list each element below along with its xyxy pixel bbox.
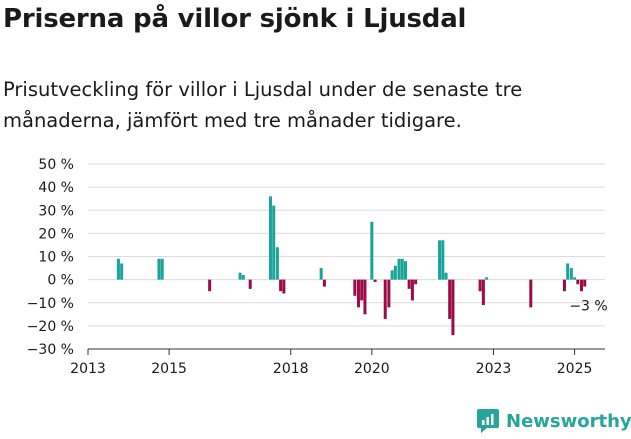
bar xyxy=(238,272,242,280)
bar xyxy=(383,279,387,319)
bar-chart: 50 % 40 % 30 % 20 % 10 % 0 % −10 % −20 % −30 % 2… xyxy=(27,157,608,377)
bar xyxy=(157,258,161,280)
bar xyxy=(562,279,566,292)
bar xyxy=(397,258,401,280)
newsworthy-logo-icon xyxy=(477,409,499,433)
bar xyxy=(387,279,391,308)
bar xyxy=(393,265,397,280)
bar xyxy=(481,279,485,306)
bar xyxy=(319,268,323,280)
y-tick-label: 50 % xyxy=(38,157,74,173)
x-tick-label: 2015 xyxy=(151,361,187,377)
bar xyxy=(356,279,360,308)
x-axis: 2013 2015 2018 2020 2023 2025 xyxy=(70,348,605,377)
bar xyxy=(279,279,283,292)
chart-title: Priserna på villor sjönk i Ljusdal xyxy=(3,4,467,34)
bar xyxy=(407,279,411,289)
bar xyxy=(370,221,374,280)
bar xyxy=(579,279,583,292)
bar xyxy=(410,279,414,301)
bar xyxy=(438,240,442,280)
bar xyxy=(566,263,570,280)
bar xyxy=(272,205,276,280)
bar xyxy=(573,277,577,280)
bar xyxy=(448,279,452,319)
y-tick-label: 10 % xyxy=(38,250,74,266)
bar xyxy=(268,196,272,280)
y-tick-label: 30 % xyxy=(38,203,74,219)
x-tick-label: 2020 xyxy=(354,361,390,377)
bar xyxy=(275,247,279,280)
bar xyxy=(441,240,445,280)
grid-lines xyxy=(88,163,605,350)
bar xyxy=(569,268,573,280)
bar xyxy=(478,279,482,292)
x-tick-label: 2013 xyxy=(70,361,106,377)
brand-logo: Newsworthy xyxy=(476,408,631,434)
bar xyxy=(451,279,455,336)
y-tick-label: 40 % xyxy=(38,180,74,196)
y-tick-label: −10 % xyxy=(27,296,74,312)
bar xyxy=(583,279,587,287)
bar xyxy=(373,279,377,282)
brand-name: Newsworthy xyxy=(506,410,631,432)
bar xyxy=(322,279,326,287)
bar xyxy=(576,279,580,285)
bar xyxy=(360,279,364,301)
bar xyxy=(414,279,418,285)
bar xyxy=(363,279,367,315)
bar xyxy=(529,279,533,308)
bar xyxy=(444,272,448,280)
bar xyxy=(485,277,489,280)
bar xyxy=(248,279,252,289)
x-tick-label: 2023 xyxy=(476,361,512,377)
bar xyxy=(353,279,357,296)
y-axis-labels: 50 % 40 % 30 % 20 % 10 % 0 % −10 % −20 % −30 % xyxy=(27,157,74,358)
x-tick-label: 2025 xyxy=(557,361,593,377)
y-tick-label: 20 % xyxy=(38,226,74,242)
bar xyxy=(208,279,212,292)
last-value-label: −3 % xyxy=(569,299,607,315)
bars xyxy=(116,196,587,336)
bar xyxy=(116,258,120,280)
bar xyxy=(400,258,404,280)
annotations: −3 % xyxy=(569,299,607,315)
chart-subtitle: Prisutveckling för villor i Ljusdal unde… xyxy=(3,78,523,132)
x-tick-label: 2018 xyxy=(273,361,309,377)
bar xyxy=(160,258,164,280)
bar xyxy=(120,263,124,280)
bar xyxy=(241,275,245,280)
y-tick-label: −30 % xyxy=(27,342,74,358)
bar xyxy=(390,270,394,280)
y-tick-label: −20 % xyxy=(27,319,74,335)
y-tick-label: 0 % xyxy=(47,273,74,289)
bar xyxy=(282,279,286,294)
bar xyxy=(403,261,407,280)
